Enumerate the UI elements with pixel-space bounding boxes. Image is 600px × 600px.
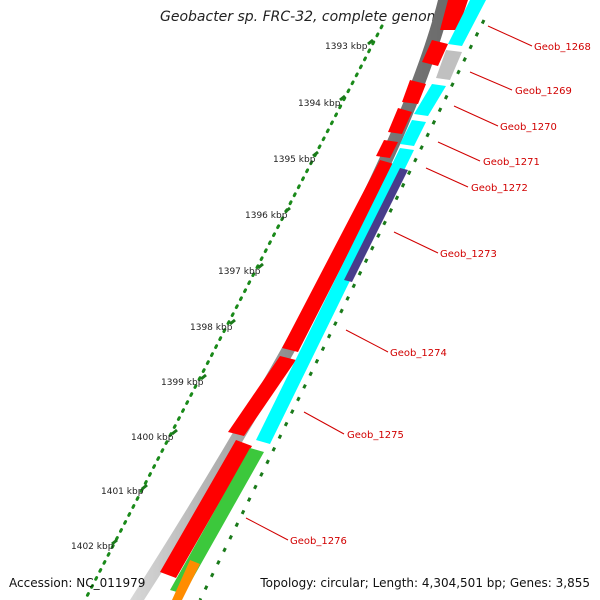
map-title: Geobacter sp. FRC-32, complete genome	[160, 9, 449, 25]
gene-geob-1274	[282, 160, 394, 352]
cds-geob-1276	[170, 448, 264, 594]
gene-label-geob-1272: Geob_1272	[471, 183, 528, 194]
kbp-tick-label: 1393 kbp	[325, 42, 368, 52]
kbp-tick-label: 1394 kbp	[298, 99, 341, 109]
gene-label-geob-1273: Geob_1273	[440, 249, 497, 260]
gene-label-geob-1269: Geob_1269	[515, 86, 572, 97]
inner-tick-line	[198, 19, 486, 600]
label-leaders	[245, 25, 533, 541]
gene-geob-1270	[402, 80, 426, 104]
gene-geob-1272	[376, 140, 398, 158]
kbp-tick-label: 1402 kbp	[71, 542, 114, 552]
cds-geob-1268	[448, 0, 486, 46]
rna-geob-1273	[344, 168, 408, 282]
kbp-major-ticks	[111, 38, 374, 546]
gene-label-geob-1268: Geob_1268	[534, 42, 591, 53]
kbp-tick-label: 1401 kbp	[101, 487, 144, 497]
cds-geob-1269	[436, 50, 462, 80]
gene-label-geob-1275: Geob_1275	[347, 430, 404, 441]
gene-label-geob-1270: Geob_1270	[500, 122, 557, 133]
genome-summary-text: Topology: circular; Length: 4,304,501 bp…	[260, 576, 590, 590]
gene-label-geob-1271: Geob_1271	[483, 157, 540, 168]
cds-orange	[172, 560, 200, 600]
kbp-tick-label: 1400 kbp	[131, 433, 174, 443]
accession-text: Accession: NC_011979	[9, 576, 146, 590]
gene-geob-1269	[422, 40, 448, 66]
ruler-dotted-line	[83, 24, 384, 600]
gene-track	[160, 0, 468, 578]
kbp-tick-label: 1395 kbp	[273, 155, 316, 165]
cds-track	[170, 0, 486, 600]
gene-geob-1276	[160, 440, 252, 578]
kbp-tick-label: 1399 kbp	[161, 378, 204, 388]
kbp-tick-label: 1396 kbp	[245, 211, 288, 221]
gene-label-geob-1276: Geob_1276	[290, 536, 347, 547]
kbp-tick-label: 1398 kbp	[190, 323, 233, 333]
kbp-tick-label: 1397 kbp	[218, 267, 261, 277]
cds-geob-1270	[414, 84, 446, 116]
gene-geob-1275	[228, 356, 296, 436]
gene-label-geob-1274: Geob_1274	[390, 348, 447, 359]
gene-geob-1268	[440, 0, 468, 30]
gene-geob-1271	[388, 108, 412, 134]
cds-geob-1271	[400, 120, 426, 146]
genome-backbone	[130, 0, 452, 600]
